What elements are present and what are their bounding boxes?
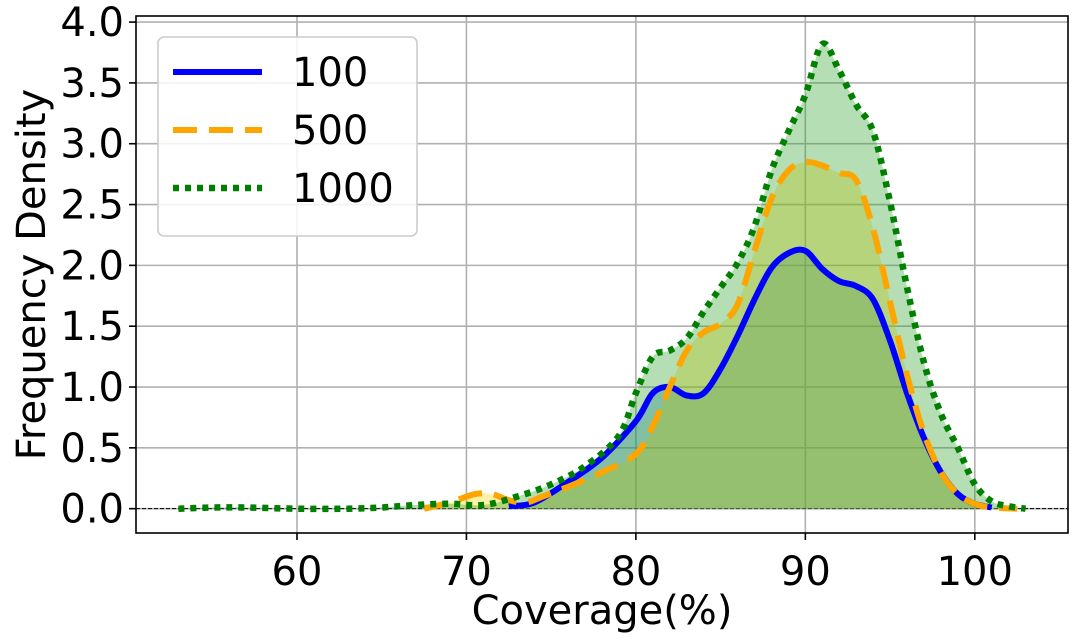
series-area-1000 — [178, 43, 1026, 509]
y-tick-label: 0.5 — [60, 426, 124, 472]
legend-label-100: 100 — [292, 50, 368, 96]
x-tick-label: 80 — [610, 549, 661, 595]
y-tick-label: 2.5 — [60, 183, 124, 229]
series-area-500 — [424, 161, 1018, 509]
y-tick-label: 0.0 — [60, 487, 124, 533]
x-tick-label: 60 — [272, 549, 323, 595]
y-axis-ticks: 0.0 0.5 1.0 1.5 2.0 2.5 3.0 3.5 4.0 — [60, 0, 136, 533]
y-tick-label: 2.0 — [60, 243, 124, 289]
x-axis-title: Coverage(%) — [472, 588, 733, 634]
y-tick-label: 1.0 — [60, 365, 124, 411]
y-tick-label: 4.0 — [60, 0, 124, 46]
y-axis-title: Frequency Density — [9, 89, 55, 460]
x-tick-label: 90 — [780, 549, 831, 595]
legend-label-1000: 1000 — [292, 166, 394, 212]
series-lines — [178, 40, 1027, 513]
x-tick-label: 70 — [441, 549, 492, 595]
legend: 100 500 1000 — [157, 36, 418, 237]
series-line-1000 — [178, 40, 1027, 513]
series-area-100 — [508, 249, 992, 509]
series-line-500 — [423, 158, 1018, 512]
series-fills — [178, 43, 1026, 509]
legend-label-500: 500 — [292, 108, 368, 154]
y-tick-label: 3.0 — [60, 122, 124, 168]
plot-frame — [135, 15, 1069, 534]
x-tick-label: 100 — [937, 549, 1013, 595]
series-line-100 — [508, 246, 993, 511]
y-tick-label: 1.5 — [60, 304, 124, 350]
y-tick-label: 3.5 — [60, 61, 124, 107]
x-axis-ticks: 60 70 80 90 100 — [272, 533, 1013, 595]
